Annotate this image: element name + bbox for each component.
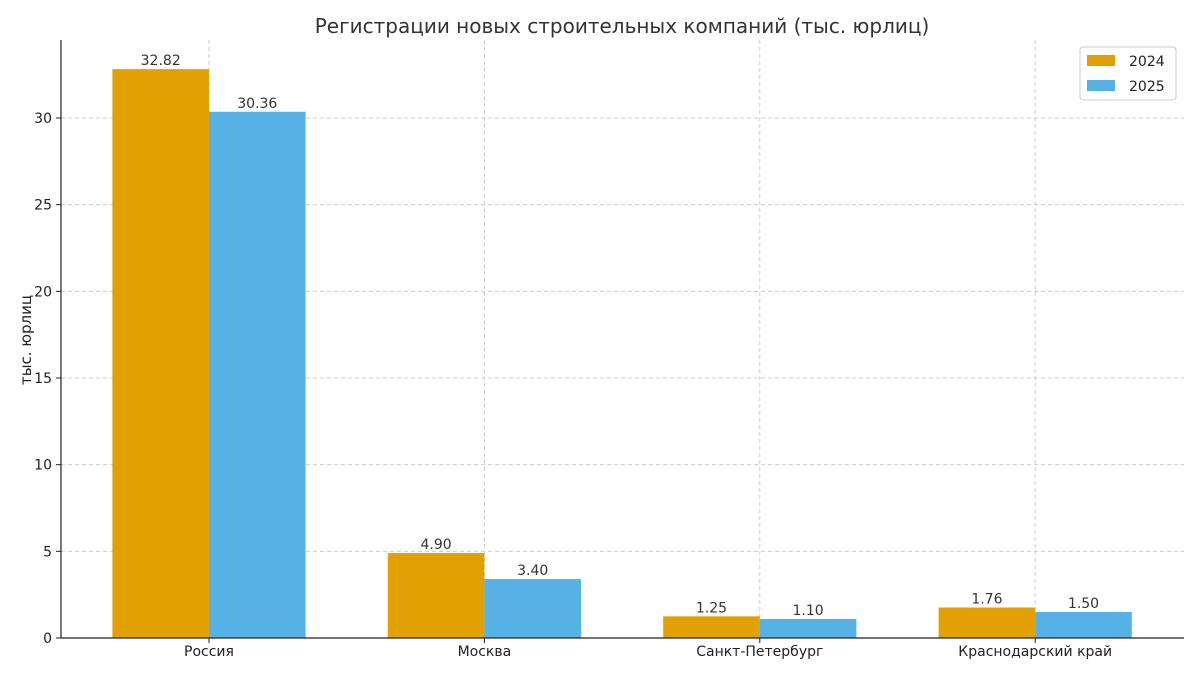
legend-swatch-2025 [1087, 80, 1115, 91]
data-label: 1.25 [696, 600, 727, 616]
y-tick-label: 20 [34, 284, 52, 300]
data-label: 32.82 [141, 53, 181, 69]
tick-labels: 0 5 10 15 20 25 30 Россия Москва Санкт-Петербург К… [34, 111, 1112, 660]
data-label: 1.76 [971, 591, 1002, 607]
bar-2025-0 [209, 111, 306, 638]
legend-swatch-2024 [1087, 55, 1115, 66]
y-tick-label: 25 [34, 198, 52, 214]
chart-title: Регистрации новых строительных компаний … [315, 14, 930, 38]
bars [112, 69, 1132, 639]
data-label: 3.40 [517, 563, 548, 579]
bar-2024-3 [938, 607, 1036, 638]
x-tick-label: Санкт-Петербург [696, 644, 823, 660]
y-tick-label: 0 [43, 631, 52, 647]
bar-2025-2 [759, 618, 857, 638]
y-tick-label: 30 [34, 111, 52, 127]
data-label: 1.10 [793, 603, 824, 619]
data-label: 4.90 [421, 537, 452, 553]
bar-2025-3 [1035, 612, 1132, 638]
y-tick-label: 5 [43, 544, 52, 560]
legend: 2024 2025 [1079, 46, 1177, 101]
bar-2024-0 [112, 69, 209, 639]
data-label: 30.36 [237, 96, 277, 112]
data-labels: 32.82 4.90 1.25 1.76 30.36 3.40 1.10 1.50 [141, 53, 1099, 619]
legend-label-2025: 2025 [1129, 79, 1165, 95]
y-tick-label: 15 [34, 371, 52, 387]
bar-2025-1 [484, 579, 581, 638]
bar-2024-2 [663, 616, 760, 638]
y-axis-label: тыс. юрлиц [17, 295, 35, 385]
legend-label-2024: 2024 [1129, 54, 1165, 70]
x-tick-label: Россия [184, 644, 234, 660]
bar-2024-1 [387, 553, 485, 638]
x-tick-label: Краснодарский край [958, 644, 1112, 660]
y-tick-label: 10 [34, 458, 52, 474]
axes [56, 40, 1184, 643]
x-tick-label: Москва [458, 644, 512, 660]
data-label: 1.50 [1068, 596, 1099, 612]
